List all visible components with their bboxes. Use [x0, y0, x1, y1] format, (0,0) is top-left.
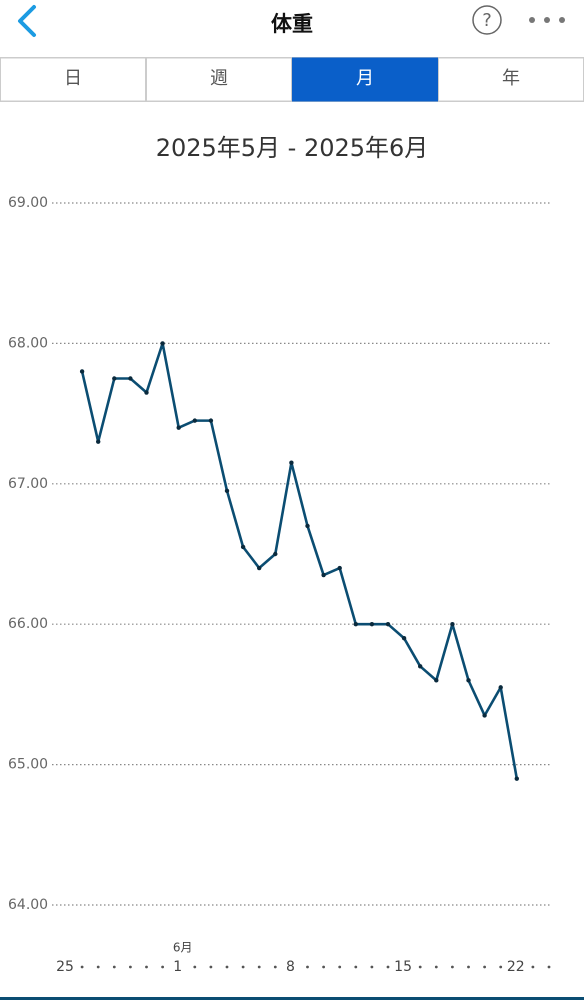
tab-label: 年: [502, 68, 520, 89]
tab-background: [292, 57, 438, 102]
data-point: [482, 713, 487, 718]
x-tick-dot: [354, 965, 358, 969]
data-point: [418, 664, 423, 669]
data-point: [401, 636, 407, 641]
tab-background: [438, 57, 584, 102]
x-tick-dot: [96, 965, 100, 969]
x-tick-dot: [338, 965, 342, 969]
plot: 64.00 65.00 66.00 67.00 68.00 69.00 25 1 8 15 22 6月: [8, 195, 552, 975]
x-tick-dot: [80, 965, 84, 969]
x-tick-dot: [322, 965, 325, 969]
data-point: [450, 622, 455, 627]
x-tick-dot: [241, 965, 245, 969]
x-tick-label: 15: [394, 959, 412, 975]
data-point: [466, 678, 471, 683]
tab-label: 日: [64, 68, 82, 89]
data-point: [96, 439, 101, 444]
x-tick-dot: [193, 965, 197, 969]
data-point: [144, 390, 149, 395]
tab-bar: 日週月年: [0, 57, 584, 102]
x-tick-dot: [547, 965, 551, 969]
x-tick-dot: [112, 965, 116, 969]
data-point: [434, 678, 439, 683]
x-tick-label: 25: [56, 959, 74, 975]
page-title: 体重: [271, 12, 313, 36]
data-point: [160, 341, 165, 346]
x-tick-dot: [418, 965, 422, 969]
x-tick-dot: [483, 965, 486, 969]
more-dot: [544, 17, 550, 23]
tab-background: [0, 57, 146, 102]
data-point: [128, 376, 133, 381]
help-button[interactable]: ?: [472, 5, 502, 35]
data-point: [79, 369, 85, 374]
x-tick-label: 1: [173, 959, 182, 975]
more-button[interactable]: [529, 17, 565, 23]
x-tick-dot: [129, 965, 132, 969]
help-circle: [472, 5, 502, 35]
x-tick-dot: [257, 965, 261, 969]
tab[interactable]: 日: [0, 57, 146, 102]
bottom-bar: [0, 997, 584, 1000]
data-point: [385, 622, 391, 627]
x-tick-dot: [161, 965, 165, 969]
x-tick-dot: [145, 965, 148, 969]
data-point: [337, 565, 342, 571]
data-point: [208, 418, 214, 423]
y-tick-label: 66.00: [8, 616, 48, 632]
data-point: [369, 622, 375, 627]
data-point: [112, 376, 117, 381]
x-tick-dot: [451, 965, 454, 969]
y-tick-label: 65.00: [8, 757, 48, 773]
data-point: [273, 551, 278, 557]
data-point: [305, 523, 310, 529]
x-tick-dot: [306, 965, 309, 969]
more-dot: [529, 17, 535, 23]
weight-line: [80, 342, 519, 779]
y-tick-label: 69.00: [8, 195, 48, 211]
x-tick-dot: [209, 965, 213, 969]
x-tick-label: 22: [507, 959, 525, 975]
data-point: [289, 460, 294, 465]
x-tick-dot: [386, 965, 390, 969]
back-button[interactable]: [18, 5, 36, 37]
data-point: [321, 572, 326, 578]
x-tick-dot: [225, 965, 229, 969]
x-tick-dot: [370, 965, 374, 969]
x-tick-dot: [467, 965, 470, 969]
data-point: [257, 565, 262, 571]
y-tick-label: 68.00: [8, 335, 48, 351]
x-tick-dot: [499, 965, 503, 969]
data-point: [514, 776, 519, 781]
data-point: [353, 622, 358, 627]
more-dot: [559, 17, 565, 23]
data-point: [224, 488, 230, 494]
data-point: [498, 685, 503, 690]
help-glyph: ?: [482, 10, 492, 31]
y-tick-label: 67.00: [8, 476, 48, 492]
y-tick-label: 64.00: [8, 897, 48, 913]
tab-label: 月: [356, 68, 374, 89]
tab-background: [146, 57, 292, 102]
x-tick-label: 8: [286, 959, 295, 975]
data-point: [176, 425, 181, 430]
chart-title: 2025年5月 - 2025年6月: [156, 134, 429, 162]
x-tick-dot: [273, 965, 277, 969]
data-point: [192, 418, 197, 423]
x-tick-dot: [434, 965, 438, 969]
month-annotation: 6月: [173, 941, 193, 955]
x-tick-dot: [531, 965, 535, 969]
tab[interactable]: 週: [146, 57, 292, 102]
tab-label: 週: [210, 68, 228, 89]
data-point: [240, 544, 246, 550]
tab[interactable]: 年: [438, 57, 584, 102]
tab[interactable]: 月: [292, 57, 438, 102]
